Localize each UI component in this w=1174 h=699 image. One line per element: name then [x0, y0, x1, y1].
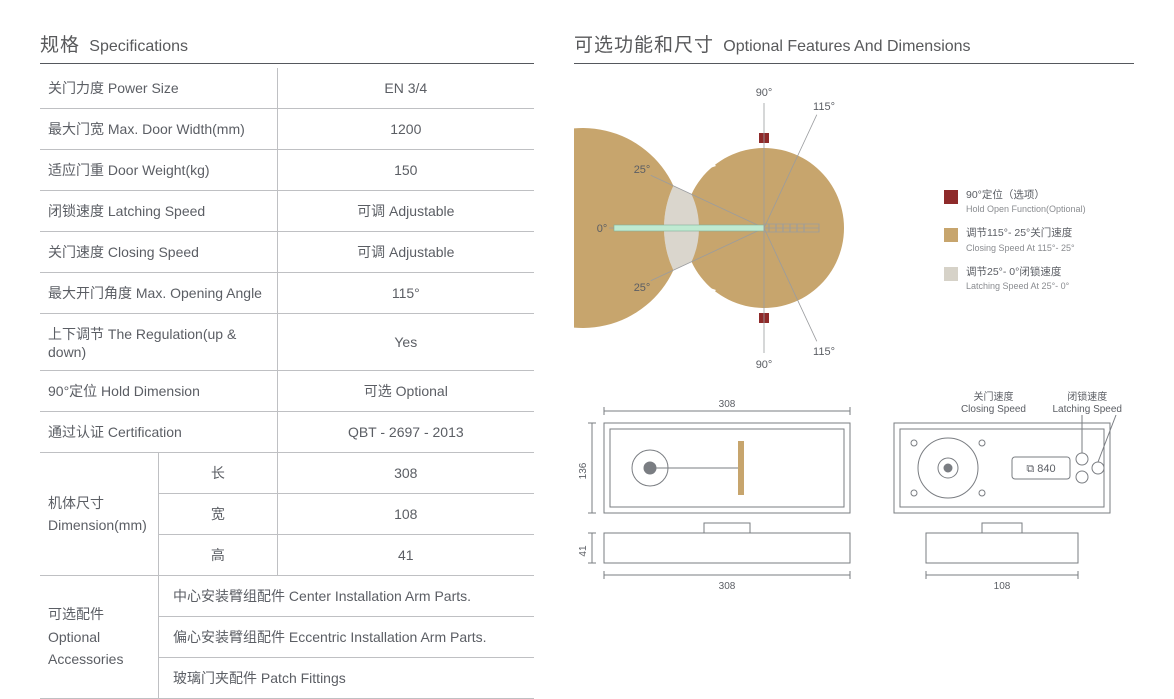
angle-25-bot: 25° — [634, 282, 651, 294]
spec-label: 最大开门角度 Max. Opening Angle — [40, 273, 277, 314]
dimension-value: 41 — [277, 535, 534, 576]
arc-svg: 90° 115° 25° 0° 25° 115° 90° — [574, 78, 904, 378]
svg-text:41: 41 — [578, 545, 589, 557]
spec-row: 90°定位 Hold Dimension 可选 Optional — [40, 371, 534, 412]
specs-heading: 规格 Specifications — [40, 30, 534, 64]
closing-speed-label: 关门速度Closing Speed — [961, 392, 1026, 416]
spec-row: 适应门重 Door Weight(kg) 150 — [40, 150, 534, 191]
svg-text:308: 308 — [719, 581, 736, 592]
angle-90-bot: 90° — [756, 359, 773, 371]
legend: 90°定位（选项）Hold Open Function(Optional) 调节… — [944, 188, 1134, 303]
dimension-svg: 308 136 41 — [574, 398, 1134, 618]
legend-text: 90°定位（选项）Hold Open Function(Optional) — [966, 188, 1086, 216]
angle-115-top: 115° — [813, 101, 835, 113]
legend-row: 调节115°- 25°关门速度Closing Speed At 115°- 25… — [944, 226, 1134, 254]
spec-value: Yes — [277, 314, 534, 371]
dimension-row: 机体尺寸Dimension(mm)长 308 — [40, 453, 534, 494]
angle-115-bot: 115° — [813, 346, 835, 358]
spec-row: 通过认证 Certification QBT - 2697 - 2013 — [40, 412, 534, 453]
angle-25-top: 25° — [634, 164, 651, 176]
specifications-column: 规格 Specifications 关门力度 Power Size EN 3/4… — [40, 30, 534, 636]
spec-value: EN 3/4 — [277, 68, 534, 109]
specs-heading-cn: 规格 — [40, 35, 80, 56]
accessory-value: 中心安装臂组配件 Center Installation Arm Parts. — [159, 576, 534, 617]
svg-text:⧉ 840: ⧉ 840 — [1026, 463, 1055, 475]
legend-row: 90°定位（选项）Hold Open Function(Optional) — [944, 188, 1134, 216]
angle-90-top: 90° — [756, 87, 773, 99]
legend-swatch — [944, 190, 958, 204]
dimension-sublabel: 长 — [159, 453, 278, 494]
spec-label: 90°定位 Hold Dimension — [40, 371, 277, 412]
specs-heading-en: Specifications — [89, 38, 188, 55]
spec-value: 150 — [277, 150, 534, 191]
dimension-value: 108 — [277, 494, 534, 535]
dimension-drawings: 关门速度Closing Speed 闭锁速度Latching Speed — [574, 398, 1134, 618]
svg-text:136: 136 — [578, 462, 589, 479]
spec-label: 关门力度 Power Size — [40, 68, 277, 109]
svg-text:108: 108 — [994, 581, 1011, 592]
spec-row: 上下调节 The Regulation(up & down) Yes — [40, 314, 534, 371]
features-heading: 可选功能和尺寸 Optional Features And Dimensions — [574, 30, 1134, 64]
dimension-value: 308 — [277, 453, 534, 494]
spec-label: 关门速度 Closing Speed — [40, 232, 277, 273]
dimension-label: 机体尺寸Dimension(mm) — [40, 453, 159, 576]
spec-value: 可调 Adjustable — [277, 191, 534, 232]
angle-0: 0° — [597, 223, 608, 235]
spec-row: 闭锁速度 Latching Speed 可调 Adjustable — [40, 191, 534, 232]
spec-row: 关门力度 Power Size EN 3/4 — [40, 68, 534, 109]
accessory-row: 可选配件Optional Accessories中心安装臂组配件 Center … — [40, 576, 534, 617]
dimension-sublabel: 宽 — [159, 494, 278, 535]
angle-diagram: 90° 115° 25° 0° 25° 115° 90° 90°定位（选项）Ho… — [574, 78, 1134, 378]
spec-row: 最大门宽 Max. Door Width(mm) 1200 — [40, 109, 534, 150]
features-heading-cn: 可选功能和尺寸 — [574, 35, 714, 56]
svg-text:308: 308 — [719, 399, 736, 410]
accessory-value: 偏心安装臂组配件 Eccentric Installation Arm Part… — [159, 617, 534, 658]
specs-table: 关门力度 Power Size EN 3/4最大门宽 Max. Door Wid… — [40, 68, 534, 699]
legend-swatch — [944, 267, 958, 281]
spec-label: 上下调节 The Regulation(up & down) — [40, 314, 277, 371]
dimension-sublabel: 高 — [159, 535, 278, 576]
spec-label: 最大门宽 Max. Door Width(mm) — [40, 109, 277, 150]
features-column: 可选功能和尺寸 Optional Features And Dimensions — [574, 30, 1134, 636]
latching-speed-label: 闭锁速度Latching Speed — [1052, 392, 1122, 416]
legend-row: 调节25°- 0°闭锁速度Latching Speed At 25°- 0° — [944, 265, 1134, 293]
spec-value: 1200 — [277, 109, 534, 150]
accessory-value: 玻璃门夹配件 Patch Fittings — [159, 658, 534, 699]
spec-value: 115° — [277, 273, 534, 314]
legend-text: 调节115°- 25°关门速度Closing Speed At 115°- 25… — [966, 226, 1075, 254]
spec-value: 可选 Optional — [277, 371, 534, 412]
spec-value: QBT - 2697 - 2013 — [277, 412, 534, 453]
legend-text: 调节25°- 0°闭锁速度Latching Speed At 25°- 0° — [966, 265, 1069, 293]
spec-row: 最大开门角度 Max. Opening Angle 115° — [40, 273, 534, 314]
features-heading-en: Optional Features And Dimensions — [723, 38, 970, 55]
spec-label: 闭锁速度 Latching Speed — [40, 191, 277, 232]
spec-row: 关门速度 Closing Speed 可调 Adjustable — [40, 232, 534, 273]
legend-swatch — [944, 228, 958, 242]
spec-value: 可调 Adjustable — [277, 232, 534, 273]
accessories-label: 可选配件Optional Accessories — [40, 576, 159, 699]
spec-label: 适应门重 Door Weight(kg) — [40, 150, 277, 191]
spec-label: 通过认证 Certification — [40, 412, 277, 453]
